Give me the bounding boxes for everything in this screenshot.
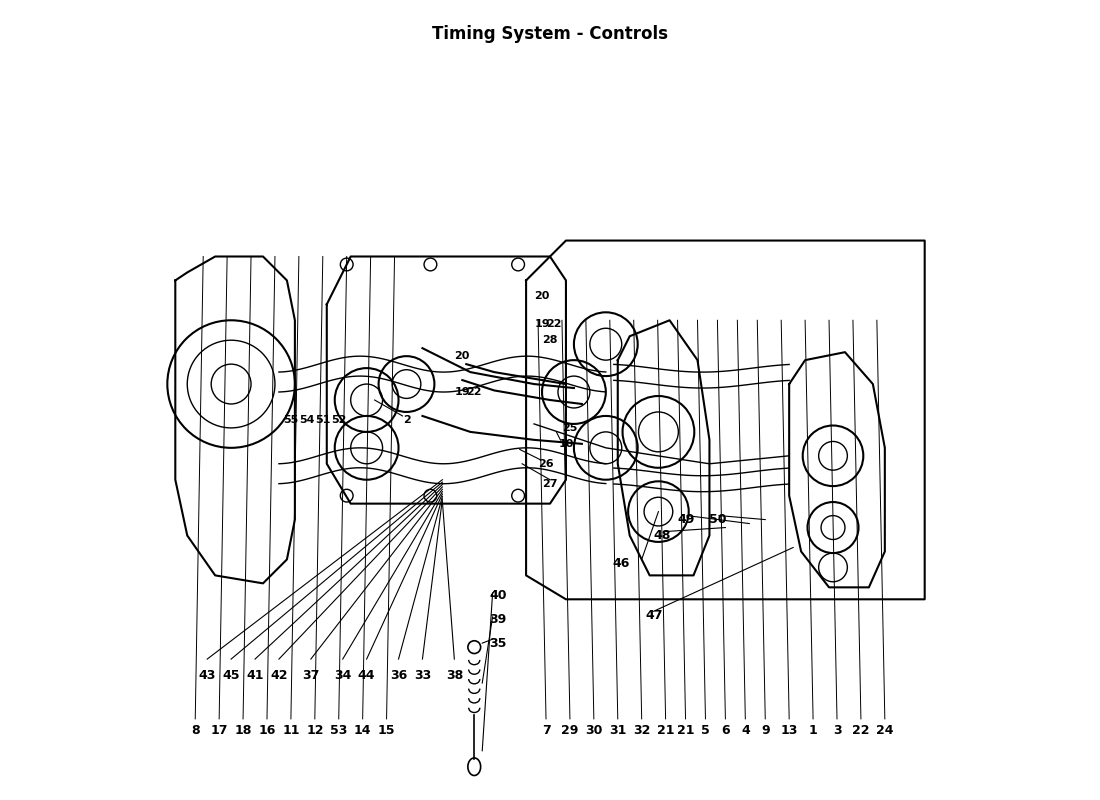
Text: 31: 31	[609, 724, 627, 738]
Circle shape	[424, 258, 437, 271]
Text: 36: 36	[389, 669, 407, 682]
Text: 45: 45	[222, 669, 240, 682]
Text: 22: 22	[466, 387, 482, 397]
Text: 40: 40	[490, 589, 507, 602]
Text: 53: 53	[330, 724, 348, 738]
Text: 24: 24	[876, 724, 893, 738]
Text: 26: 26	[538, 458, 553, 469]
Text: 51: 51	[315, 415, 330, 425]
Text: Timing System - Controls: Timing System - Controls	[432, 26, 668, 43]
Text: 28: 28	[542, 335, 558, 346]
Text: 32: 32	[632, 724, 650, 738]
Text: 33: 33	[414, 669, 431, 682]
Text: 4: 4	[741, 724, 750, 738]
Text: 44: 44	[358, 669, 375, 682]
Text: 42: 42	[271, 669, 288, 682]
Text: 7: 7	[541, 724, 550, 738]
Text: 30: 30	[585, 724, 603, 738]
Text: 47: 47	[646, 609, 663, 622]
Text: 50: 50	[710, 513, 727, 526]
Circle shape	[340, 258, 353, 271]
Circle shape	[512, 490, 525, 502]
Text: 49: 49	[678, 513, 695, 526]
Text: 3: 3	[833, 724, 842, 738]
Text: 20: 20	[535, 291, 550, 302]
Text: 22: 22	[852, 724, 870, 738]
Circle shape	[340, 490, 353, 502]
Text: 37: 37	[302, 669, 319, 682]
Text: 18: 18	[234, 724, 252, 738]
Circle shape	[512, 258, 525, 271]
Text: 21: 21	[657, 724, 674, 738]
Text: 41: 41	[246, 669, 264, 682]
Text: 52: 52	[331, 415, 346, 425]
Text: 17: 17	[210, 724, 228, 738]
Text: 29: 29	[561, 724, 579, 738]
Text: 20: 20	[454, 351, 470, 361]
Text: 9: 9	[761, 724, 770, 738]
Text: 25: 25	[562, 423, 578, 433]
Text: 54: 54	[299, 415, 315, 425]
Text: 1: 1	[808, 724, 817, 738]
Text: 5: 5	[701, 724, 710, 738]
Text: 11: 11	[283, 724, 299, 738]
Text: 15: 15	[377, 724, 395, 738]
Text: 48: 48	[653, 529, 671, 542]
Text: 16: 16	[258, 724, 276, 738]
Text: 39: 39	[490, 613, 507, 626]
Text: 14: 14	[354, 724, 372, 738]
Text: 12: 12	[306, 724, 323, 738]
Text: 34: 34	[334, 669, 351, 682]
Text: 43: 43	[198, 669, 216, 682]
Text: 21: 21	[676, 724, 694, 738]
Text: 8: 8	[191, 724, 199, 738]
Text: 19: 19	[535, 319, 550, 330]
Text: 27: 27	[542, 478, 558, 489]
Text: 6: 6	[722, 724, 729, 738]
Text: 46: 46	[613, 557, 629, 570]
Text: 55: 55	[284, 415, 298, 425]
Text: 13: 13	[781, 724, 798, 738]
Text: 22: 22	[547, 319, 562, 330]
Circle shape	[424, 490, 437, 502]
Text: 19: 19	[454, 387, 470, 397]
Text: 10: 10	[559, 439, 573, 449]
Text: 35: 35	[490, 637, 507, 650]
Text: 2: 2	[403, 415, 410, 425]
Text: 38: 38	[446, 669, 463, 682]
